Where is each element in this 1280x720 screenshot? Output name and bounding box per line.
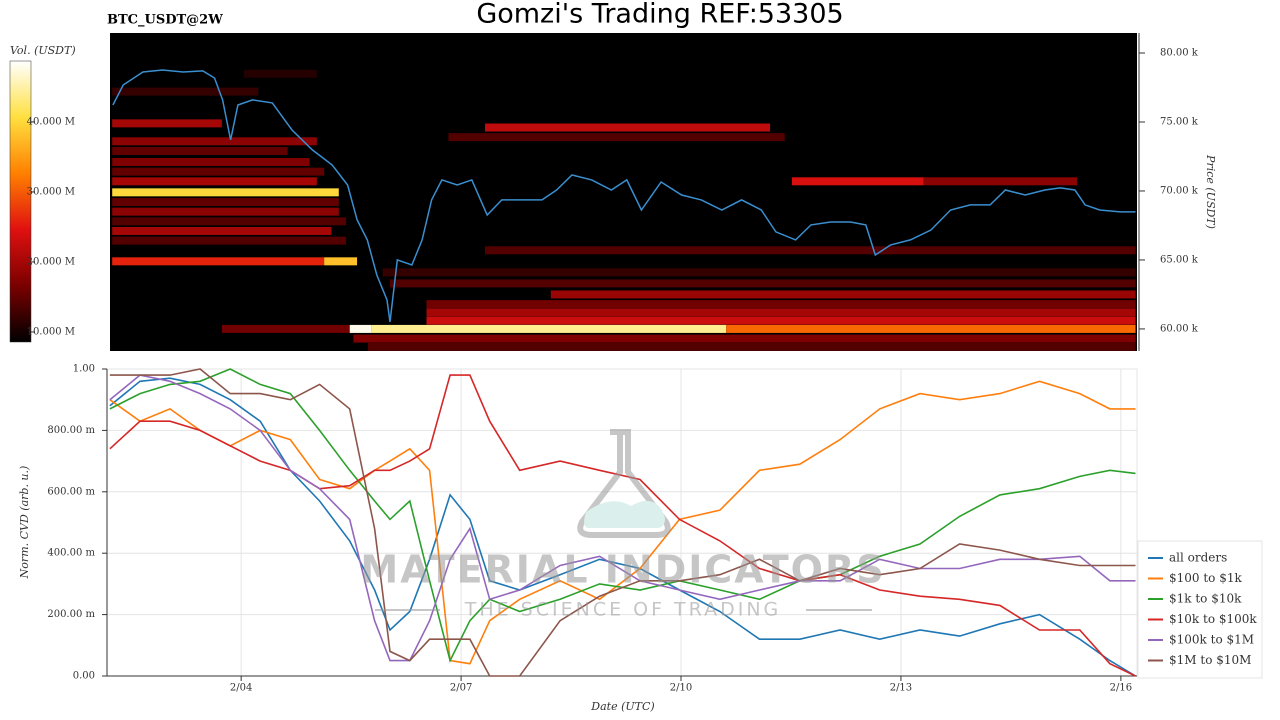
y-tick-label: 60.00 k xyxy=(1160,323,1199,334)
y-tick-label: 200.00 m xyxy=(47,609,95,620)
heat-cell xyxy=(382,268,1136,277)
x-tick-label: 2/07 xyxy=(450,683,472,694)
x-tick-label: 2/13 xyxy=(890,683,912,694)
colorbar xyxy=(9,60,32,343)
price-line xyxy=(112,69,1136,323)
colorbar-tick-label: 30.000 M xyxy=(27,186,75,197)
line-chart: 0.00 200.00 m 400.00 m 600.00 m 800.00 m 1.00… xyxy=(47,364,1137,694)
x-tick-label: 2/10 xyxy=(670,683,692,694)
heat-cell xyxy=(112,177,317,186)
heat-cell xyxy=(923,177,1078,186)
heat-cell xyxy=(726,324,1136,333)
heat-cell xyxy=(426,316,1136,325)
watermark-icon xyxy=(577,429,671,538)
series-line xyxy=(109,368,1136,677)
y-axis-label: Price (USDT) xyxy=(1204,154,1217,229)
x-axis-label: Date (UTC) xyxy=(590,700,654,713)
watermark: MATERIAL INDICATORS THE SCIENCE OF TRADI… xyxy=(360,429,885,621)
y-axis-label: Norm. CVD (arb. u.) xyxy=(18,466,31,580)
heat-cell xyxy=(112,226,332,235)
heat-cell xyxy=(550,290,1136,299)
legend-label: $100 to $1k xyxy=(1169,571,1242,585)
x-tick-label: 2/04 xyxy=(230,683,252,694)
watermark-icon xyxy=(584,500,665,528)
heat-cell xyxy=(349,324,372,333)
legend-label: $1k to $10k xyxy=(1169,592,1242,606)
y-tick-label: 400.00 m xyxy=(47,548,95,559)
heat-cell xyxy=(353,334,1136,343)
series-line xyxy=(109,368,1136,663)
heat-cell xyxy=(484,123,771,132)
series-line xyxy=(109,374,1136,677)
y-tick-label: 65.00 k xyxy=(1160,254,1199,265)
heat-cell xyxy=(112,207,339,216)
heat-cell xyxy=(112,137,317,146)
heat-cell xyxy=(112,119,222,128)
heat-cell xyxy=(426,300,1136,309)
heat-cell xyxy=(448,133,785,142)
series-line xyxy=(109,380,1136,665)
heat-cell xyxy=(389,279,1136,288)
colorbar-tick-label: 10.000 M xyxy=(27,326,75,337)
heat-cell xyxy=(371,324,727,333)
watermark-title: MATERIAL INDICATORS xyxy=(360,548,885,592)
legend-label: all orders xyxy=(1169,551,1227,565)
colorbar-label: Vol. (USDT) xyxy=(10,44,76,57)
heat-cell xyxy=(112,146,288,155)
colorbar-tick-label: 40.000 M xyxy=(27,116,75,127)
heat-cell xyxy=(112,87,259,96)
heat-cell xyxy=(112,217,347,226)
x-tick-label: 2/16 xyxy=(1110,683,1132,694)
legend-label: $100k to $1M xyxy=(1169,633,1254,647)
heatmap: 60.00 k 65.00 k 70.00 k 75.00 k 80.00 k 10.00… xyxy=(9,33,1199,351)
y-tick-label: 0.00 xyxy=(73,671,95,682)
heat-cell xyxy=(112,188,339,197)
heat-cell xyxy=(112,198,339,207)
heat-cell xyxy=(243,69,317,78)
watermark-subtitle: THE SCIENCE OF TRADING xyxy=(464,599,782,621)
y-tick-label: 600.00 m xyxy=(47,486,95,497)
heat-cell xyxy=(112,236,347,245)
heat-cell xyxy=(484,246,1136,255)
y-tick-label: 80.00 k xyxy=(1160,48,1199,59)
y-tick-label: 800.00 m xyxy=(47,425,95,436)
heat-cell xyxy=(221,324,350,333)
legend: all orders $100 to $1k $1k to $10k $10k to … xyxy=(1137,540,1263,679)
heat-cell xyxy=(324,257,358,266)
heat-cell xyxy=(426,308,1136,317)
legend-box xyxy=(1137,540,1263,679)
heat-cell xyxy=(112,157,310,166)
heat-cell xyxy=(791,177,924,186)
page-title: Gomzi's Trading REF:53305 xyxy=(476,0,843,30)
legend-label: $10k to $100k xyxy=(1169,612,1257,626)
colorbar-tick-label: 20.000 M xyxy=(27,256,75,267)
heat-cell xyxy=(112,167,325,176)
y-tick-label: 75.00 k xyxy=(1160,116,1199,127)
y-tick-label: 1.00 xyxy=(73,364,95,375)
chart-title: BTC_USDT@2W xyxy=(107,13,223,28)
legend-label: $1M to $10M xyxy=(1169,653,1251,667)
heat-cell xyxy=(112,257,325,266)
series-line xyxy=(109,374,1136,662)
heat-cell xyxy=(368,342,1136,351)
y-tick-label: 70.00 k xyxy=(1160,185,1199,196)
